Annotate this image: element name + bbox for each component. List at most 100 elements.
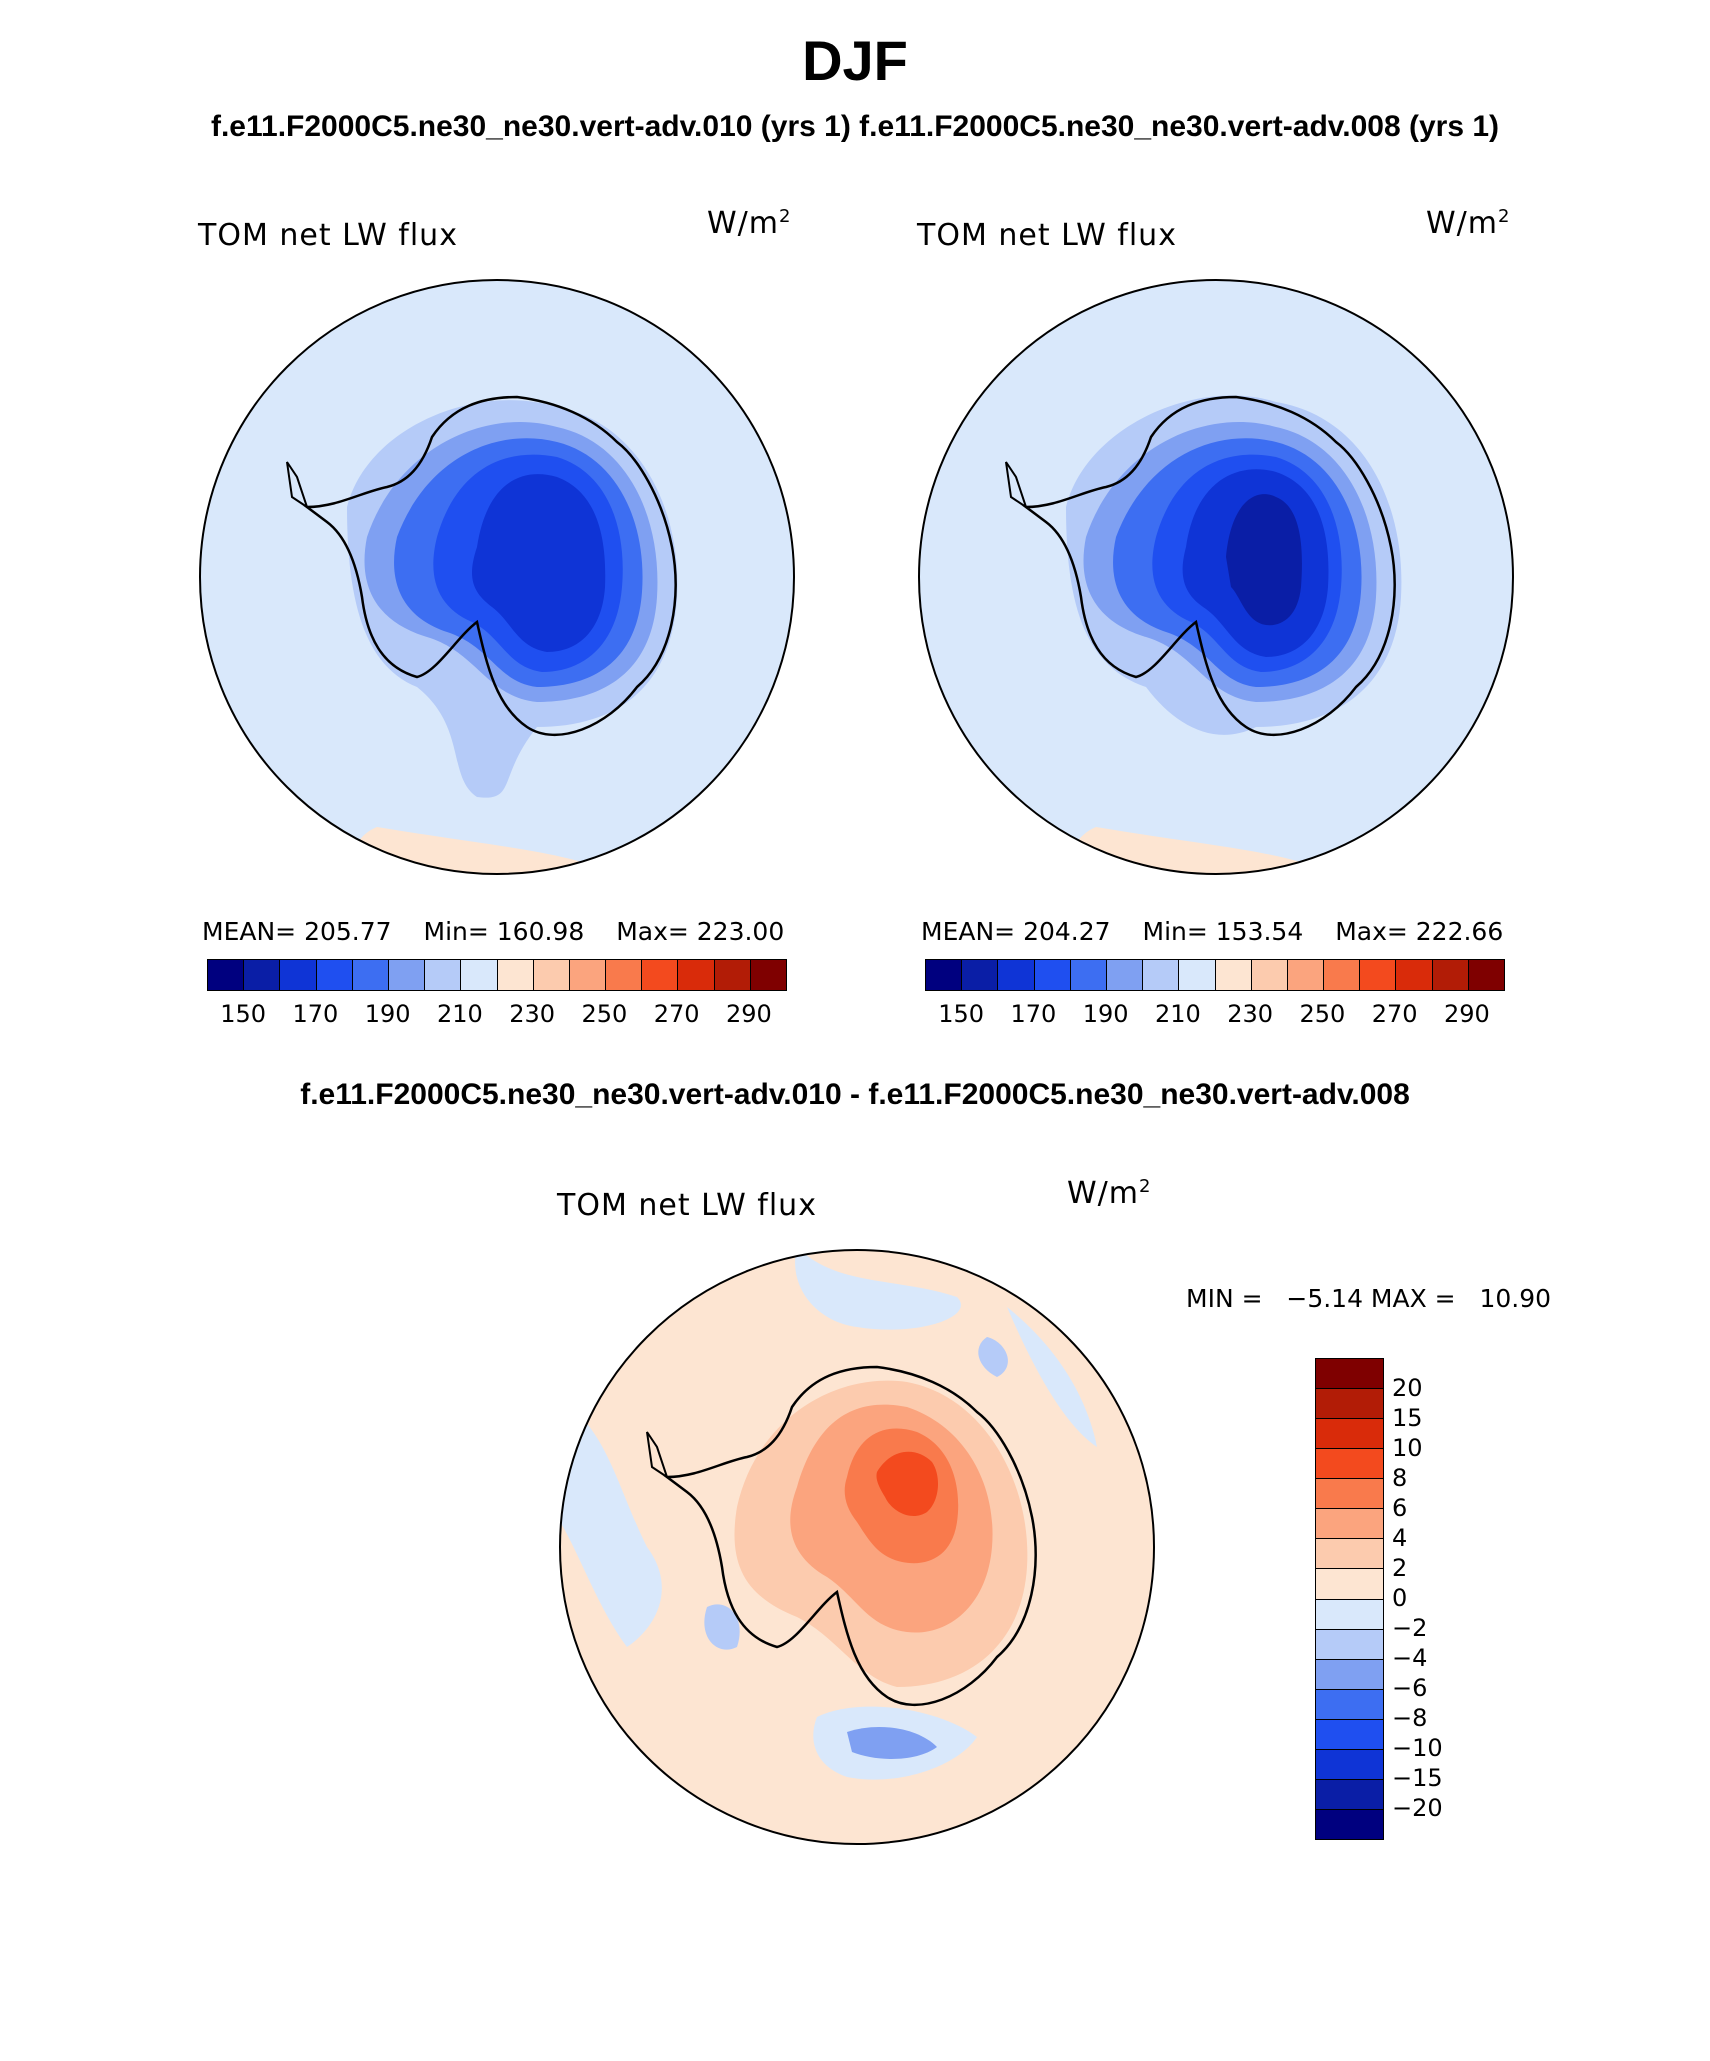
diff-minmax-label: MIN = −5.14 MAX = 10.90 <box>1186 1284 1552 1313</box>
panel2-mean: MEAN= 204.27 <box>921 917 1111 946</box>
colorbar-difference-tick-label: −2 <box>1392 1614 1428 1642</box>
colorbar-difference-tick-label: −10 <box>1392 1734 1443 1762</box>
colorbar-difference-tick-label: 10 <box>1392 1434 1423 1462</box>
colorbar-difference-swatch <box>1316 1449 1383 1480</box>
colorbar-difference-tick-label: 4 <box>1392 1524 1408 1552</box>
panel1-min: Min= 160.98 <box>423 917 585 946</box>
colorbar-panel2-tick-label: 270 <box>1371 1000 1418 1028</box>
colorbar-panel2-swatch <box>962 960 999 990</box>
colorbar-panel2-tick-label: 190 <box>1082 1000 1129 1028</box>
colorbar-panel1-swatch <box>461 960 498 990</box>
colorbar-difference-swatch <box>1316 1389 1383 1420</box>
map-panel-2 <box>918 279 1514 875</box>
colorbar-panel1-swatch <box>497 960 534 990</box>
colorbar-panel1-swatch <box>750 960 786 990</box>
panel1-variable-label: TOM net LW flux <box>198 218 458 253</box>
difference-title: f.e11.F2000C5.ne30_ne30.vert-adv.010 - f… <box>300 1078 1410 1111</box>
contour-level-170 <box>472 474 606 652</box>
colorbar-difference-tick-label: −15 <box>1392 1764 1443 1792</box>
colorbar-difference-swatch <box>1316 1539 1383 1570</box>
map-boundary <box>559 1249 1155 1845</box>
cool-core-south <box>847 1727 937 1759</box>
map-panel-difference <box>559 1249 1155 1845</box>
colorbar-difference-swatch <box>1316 1779 1383 1810</box>
colorbar-panel2-ticks: 150 170 190 210 230 250 270 290 <box>925 1000 1503 1030</box>
colorbar-panel1-swatch <box>208 960 245 990</box>
colorbar-difference-swatch <box>1316 1419 1383 1450</box>
antarctica-coastline <box>303 395 677 737</box>
colorbar-difference-swatch <box>1316 1359 1383 1390</box>
colorbar-difference-tick-label: −6 <box>1392 1674 1428 1702</box>
colorbar-panel1-ticks: 150 170 190 210 230 250 270 290 <box>207 1000 785 1030</box>
warm-contour-level-8 <box>876 1451 939 1517</box>
diff-units-label: W/m2 <box>1067 1176 1152 1211</box>
panel2-min: Min= 153.54 <box>1142 917 1304 946</box>
colorbar-difference-tick-label: 2 <box>1392 1554 1408 1582</box>
panel1-stats: MEAN= 205.77 Min= 160.98 Max= 223.00 <box>202 917 808 946</box>
colorbar-difference-tick-label: 15 <box>1392 1404 1423 1432</box>
panel2-units-label: W/m2 <box>1426 206 1511 241</box>
peninsula-outline <box>646 1431 669 1480</box>
colorbar-panel1 <box>207 959 787 991</box>
colorbar-panel2-tick-label: 290 <box>1443 1000 1490 1028</box>
colorbar-panel1-tick-label: 270 <box>653 1000 700 1028</box>
colorbar-panel1-swatch <box>388 960 426 990</box>
contour-level-160 <box>1226 494 1302 626</box>
cool-core-west <box>704 1604 740 1650</box>
colorbar-panel1-tick-label: 230 <box>509 1000 556 1028</box>
colorbar-panel2-swatch <box>1396 960 1433 990</box>
colorbar-panel2-swatch <box>926 960 963 990</box>
cool-core-northeast <box>978 1337 1008 1377</box>
figure-title: DJF <box>802 29 908 92</box>
colorbar-difference-swatch <box>1316 1599 1383 1630</box>
colorbar-panel2-swatch <box>1215 960 1252 990</box>
diff-variable-label: TOM net LW flux <box>557 1188 817 1223</box>
colorbar-panel2-swatch <box>1034 960 1071 990</box>
colorbar-difference-swatch <box>1316 1809 1383 1839</box>
antarctica-coastline <box>1022 395 1396 737</box>
colorbar-panel1-swatch <box>533 960 570 990</box>
colorbar-panel2-swatch <box>1468 960 1504 990</box>
antarctica-coastline <box>663 1365 1037 1707</box>
panel1-max: Max= 223.00 <box>616 917 785 946</box>
colorbar-difference-swatch <box>1316 1749 1383 1780</box>
colorbar-panel2-tick-label: 210 <box>1154 1000 1201 1028</box>
colorbar-difference-tick-label: 0 <box>1392 1584 1408 1612</box>
map-boundary <box>199 279 795 875</box>
panel1-mean: MEAN= 205.77 <box>202 917 392 946</box>
map-panel-1 <box>199 279 795 875</box>
colorbar-difference-ticks: 20 15 10 8 6 4 2 0 −2 −4 −6 −8 −10 −15 −20 <box>1392 1358 1472 1838</box>
map-boundary <box>918 279 1514 875</box>
panel2-max: Max= 222.66 <box>1335 917 1504 946</box>
colorbar-difference-swatch <box>1316 1569 1383 1600</box>
colorbar-difference-swatch <box>1316 1659 1383 1690</box>
colorbar-panel2-swatch <box>1106 960 1144 990</box>
colorbar-panel1-swatch <box>569 960 607 990</box>
peninsula-outline <box>1005 461 1028 510</box>
panel1-units-label: W/m2 <box>707 206 792 241</box>
colorbar-panel1-swatch <box>244 960 281 990</box>
panel2-stats: MEAN= 204.27 Min= 153.54 Max= 222.66 <box>921 917 1527 946</box>
top-subtitle: f.e11.F2000C5.ne30_ne30.vert-adv.010 (yr… <box>0 110 1710 144</box>
colorbar-panel2-tick-label: 230 <box>1227 1000 1274 1028</box>
colorbar-difference-swatch <box>1316 1479 1383 1510</box>
colorbar-panel2-swatch <box>1070 960 1107 990</box>
colorbar-panel1-swatch <box>425 960 462 990</box>
cool-patch-west <box>560 1397 662 1647</box>
colorbar-difference-tick-label: 20 <box>1392 1374 1423 1402</box>
colorbar-panel1-tick-label: 250 <box>581 1000 628 1028</box>
cool-patch-north <box>795 1250 961 1330</box>
colorbar-panel1-swatch <box>606 960 643 990</box>
colorbar-difference-swatch <box>1316 1689 1383 1720</box>
colorbar-panel2-tick-label: 250 <box>1299 1000 1346 1028</box>
colorbar-panel1-swatch <box>280 960 317 990</box>
colorbar-panel2-tick-label: 170 <box>1010 1000 1057 1028</box>
colorbar-panel1-tick-label: 150 <box>220 1000 267 1028</box>
colorbar-panel1-tick-label: 210 <box>436 1000 483 1028</box>
colorbar-panel2-tick-label: 150 <box>938 1000 985 1028</box>
colorbar-panel1-swatch <box>352 960 389 990</box>
peninsula-outline <box>286 461 309 510</box>
colorbar-panel2-swatch <box>1324 960 1361 990</box>
warm-patch-west <box>200 387 216 457</box>
colorbar-difference <box>1315 1358 1384 1840</box>
